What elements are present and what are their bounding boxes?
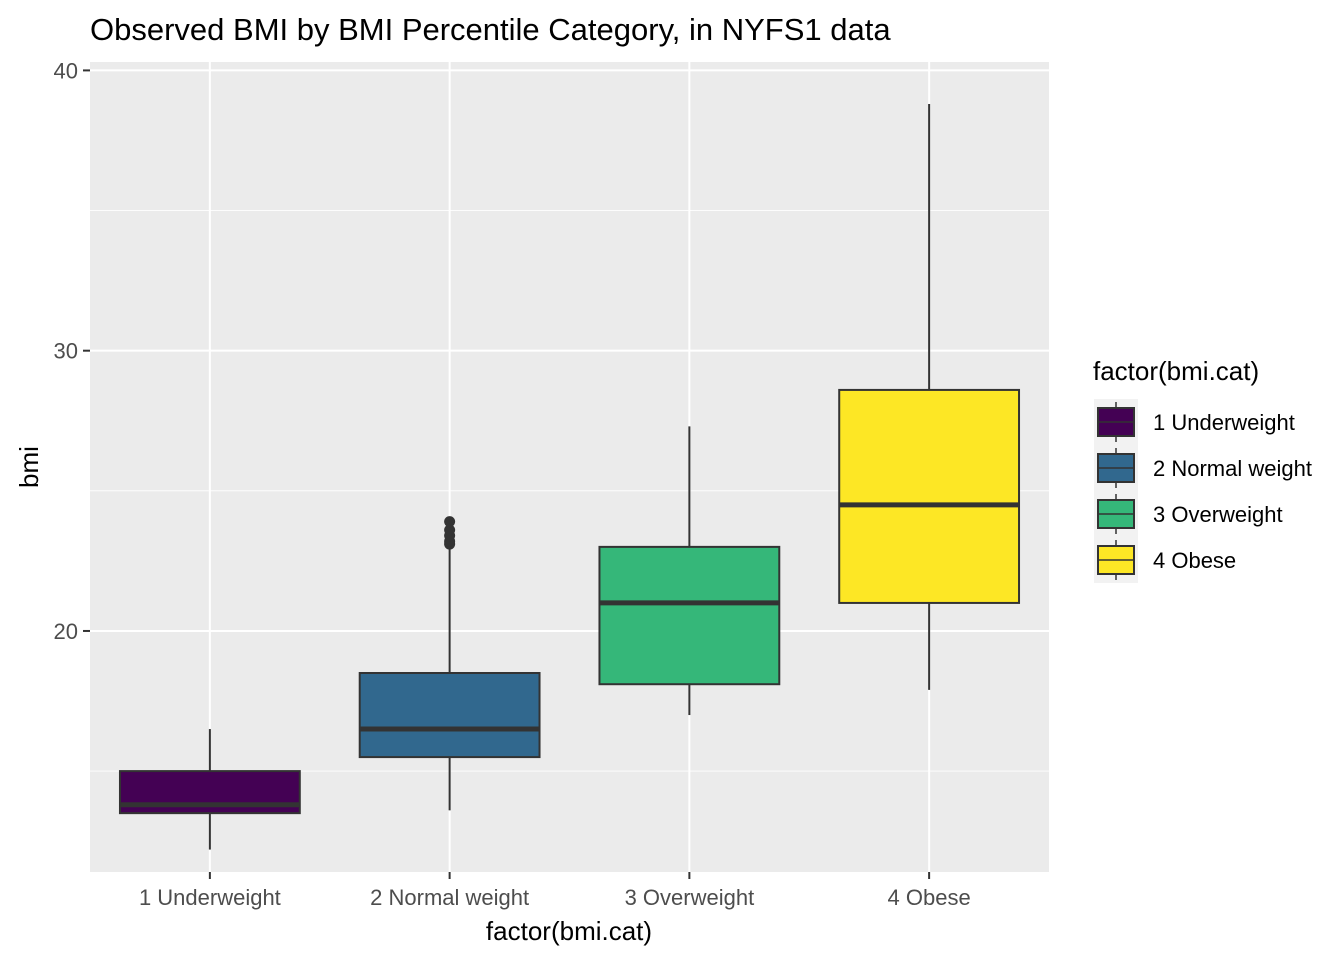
y-tick-label: 30 [54,339,78,364]
box-body [358,672,541,759]
legend-label: 3 Overweight [1153,502,1283,527]
legend-item: 4 Obese [1094,537,1236,583]
x-axis-title: factor(bmi.cat) [486,916,652,946]
x-tick-label: 4 Obese [888,885,971,910]
y-axis: 20 30 40 [54,58,90,644]
box-3 [598,426,781,716]
box-body [838,388,1021,604]
box-body [598,545,781,686]
box-1 [118,729,301,850]
x-axis: 1 Underweight 2 Normal weight 3 Overweight… [139,872,971,910]
y-axis-title: bmi [14,446,44,488]
legend-item: 2 Normal weight [1094,445,1312,491]
outlier-point [444,524,456,536]
chart-title: Observed BMI by BMI Percentile Category,… [90,12,891,47]
x-tick-label: 3 Overweight [625,885,755,910]
legend-label: 1 Underweight [1153,410,1295,435]
legend-title: factor(bmi.cat) [1093,356,1259,386]
box-2 [358,516,541,811]
legend-label: 2 Normal weight [1153,456,1312,481]
box-4 [838,104,1021,690]
legend-item: 3 Overweight [1094,491,1283,537]
boxplot-series [118,104,1021,850]
legend: factor(bmi.cat) 1 Underweight 2 Normal we… [1093,356,1312,583]
x-tick-label: 1 Underweight [139,885,281,910]
legend-label: 4 Obese [1153,548,1236,573]
y-tick-label: 20 [54,619,78,644]
x-tick-label: 2 Normal weight [370,885,529,910]
outlier-point [444,516,456,528]
y-tick-label: 40 [54,58,78,83]
legend-item: 1 Underweight [1094,399,1295,445]
